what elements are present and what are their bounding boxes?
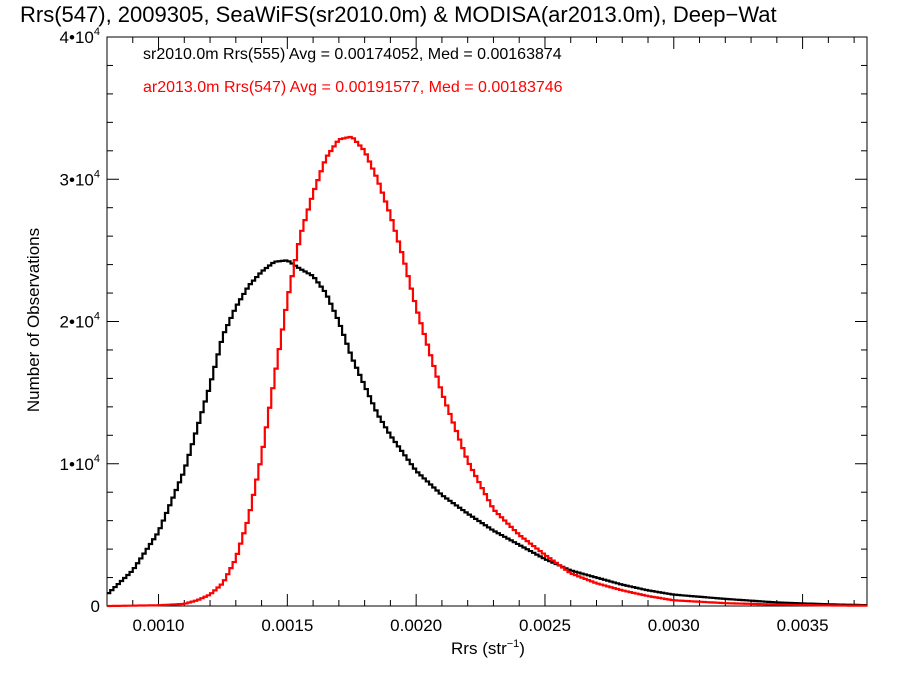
- plot-axes: 0.0010 0.0015 0.0020 0.0025 0.0030 0.0035 0 1•1…: [60, 26, 868, 635]
- x-tick-label: 0.0020: [390, 616, 442, 635]
- x-tick-label: 0.0015: [261, 616, 313, 635]
- legend-entry-black-series: sr2010.0m Rrs(555) Avg = 0.00174052, Med…: [143, 46, 562, 63]
- y-tick-label: 1•104: [60, 453, 100, 474]
- series-line-red: [107, 135, 867, 608]
- series-layer: [107, 135, 867, 608]
- x-tick-label: 0.0025: [519, 616, 571, 635]
- x-axis-label-exponent: −1: [507, 638, 520, 650]
- x-axis-label: Rrs (str−1): [451, 638, 525, 658]
- x-tick-label: 0.0030: [648, 616, 700, 635]
- x-axis-label-text: Rrs (str: [451, 639, 507, 658]
- y-tick-label: 0: [91, 597, 100, 616]
- chart-title: Rrs(547), 2009305, SeaWiFS(sr2010.0m) & …: [20, 2, 777, 27]
- plot-frame: [106, 36, 868, 607]
- legend-entry-red-series: ar2013.0m Rrs(547) Avg = 0.00191577, Med…: [143, 79, 563, 96]
- y-tick-label: 4•104: [60, 26, 100, 47]
- x-tick-label: 0.0035: [777, 616, 829, 635]
- y-tick-label: 3•104: [60, 168, 100, 189]
- y-axis-label: Number of Observations: [24, 228, 43, 412]
- series-line-black: [107, 259, 867, 607]
- x-tick-label: 0.0010: [133, 616, 185, 635]
- y-tick-label: 2•104: [60, 311, 100, 332]
- x-axis-label-suffix: ): [519, 639, 525, 658]
